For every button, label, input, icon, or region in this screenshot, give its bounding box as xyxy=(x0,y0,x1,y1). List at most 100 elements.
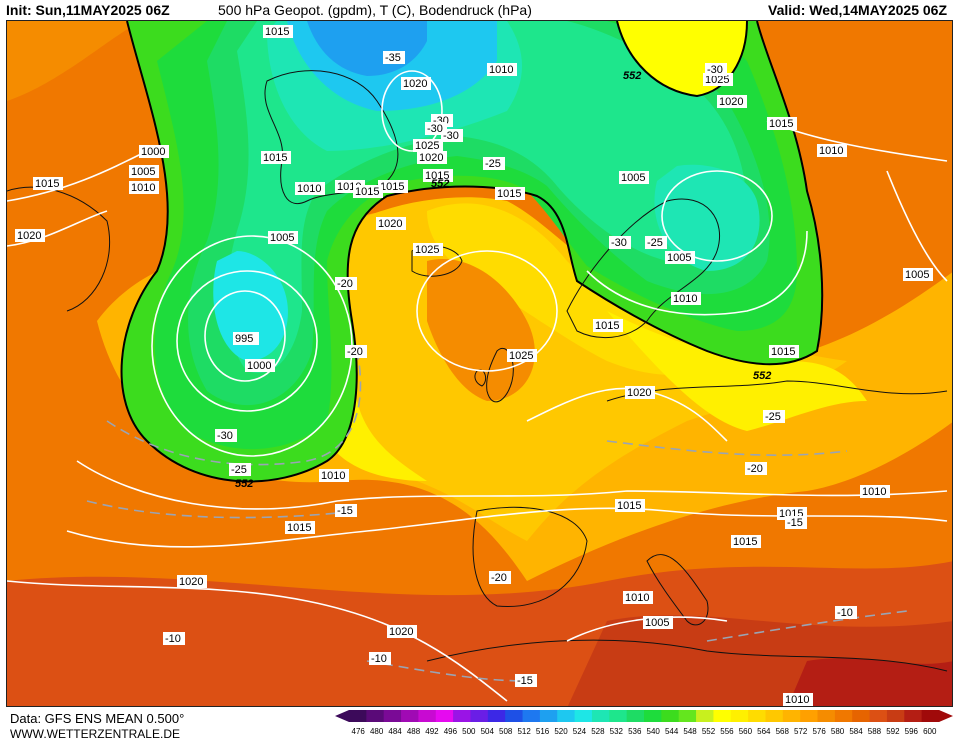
pressure-label: 1010 xyxy=(785,694,809,706)
colorbar-swatch xyxy=(834,710,853,722)
colorbar-tick-label: 528 xyxy=(591,727,605,736)
temperature-label: -30 xyxy=(427,123,443,135)
colorbar-swatch xyxy=(661,710,680,722)
isobar-1005-med xyxy=(566,616,728,642)
colorbar-tick-label: 484 xyxy=(388,727,402,736)
contour-label: 552 xyxy=(623,70,641,82)
colorbar-tick-label: 596 xyxy=(905,727,919,736)
pressure-label: 1005 xyxy=(131,166,155,178)
colorbar-tick-label: 536 xyxy=(628,727,642,736)
colorbar-swatch xyxy=(557,710,576,722)
isobar-1010-scandinavia xyxy=(586,230,808,316)
temperature-labels: -35 -30 -30 -30 -25 -30 -25 -20 -20 -30 … xyxy=(163,51,857,687)
pressure-label: 1015 xyxy=(497,188,521,200)
isobar-1000 xyxy=(176,270,318,412)
isobar-1010-south xyxy=(76,460,948,510)
colorbar-tick-label: 568 xyxy=(776,727,790,736)
pressure-label: 1020 xyxy=(378,218,402,230)
colorbar-swatch xyxy=(470,710,489,722)
colorbar-swatch xyxy=(574,710,593,722)
geopotential-ridge-core xyxy=(427,259,535,401)
init-time: Init: Sun,11MAY2025 06Z xyxy=(6,2,170,18)
isobar-995 xyxy=(204,290,286,382)
pressure-label: 1015 xyxy=(355,186,379,198)
colorbar-swatch xyxy=(696,710,714,722)
isobar-1020-west xyxy=(7,210,108,247)
colorbar-swatch xyxy=(522,710,541,722)
weather-map: 1015 1010 1025 1020 1015 1000 1005 1010 … xyxy=(6,20,953,707)
temperature-label: -10 xyxy=(371,653,387,665)
isobar-1005-scandinavia xyxy=(661,170,773,262)
pressure-label: 1000 xyxy=(247,360,271,372)
colorbar-swatch xyxy=(609,710,628,722)
temperature-label: -25 xyxy=(231,464,247,476)
colorbar-swatch xyxy=(487,710,506,722)
colorbar-swatch xyxy=(383,710,402,722)
contour-label: 552 xyxy=(431,178,449,190)
isobar-1015-south xyxy=(66,507,948,548)
isotherm-minus25-west xyxy=(106,350,362,466)
temperature-label: -15 xyxy=(517,675,533,687)
pressure-label: 1015 xyxy=(771,346,795,358)
colorbar-swatch xyxy=(748,710,766,722)
data-source: Data: GFS ENS MEAN 0.500° xyxy=(10,711,185,726)
colorbar-tick-label: 592 xyxy=(886,727,900,736)
pressure-label: 1015 xyxy=(595,320,619,332)
colorbar-tick-label: 580 xyxy=(831,727,845,736)
colorbar-tick-label: 476 xyxy=(352,727,366,736)
pressure-label: 1015 xyxy=(265,26,289,38)
geopotential-low-528-atlantic xyxy=(213,251,288,361)
temperature-label: -25 xyxy=(647,237,663,249)
colorbar-swatch xyxy=(591,710,610,722)
map-canvas: 1015 1010 1025 1020 1015 1000 1005 1010 … xyxy=(7,21,952,706)
isobar-1025-uk xyxy=(416,250,558,372)
colorbar-tick-label: 572 xyxy=(794,727,808,736)
pressure-label: 1000 xyxy=(141,146,165,158)
pressure-label: 1020 xyxy=(389,626,413,638)
colorbar: 476 480 484 488 492 496 500 504 508 512 516 520 524 5… xyxy=(335,708,955,746)
colorbar-swatch xyxy=(349,710,367,722)
isotherm-minus10-se xyxy=(706,610,908,642)
pressure-label: 1015 xyxy=(733,536,757,548)
colorbar-tick-label: 532 xyxy=(610,727,624,736)
pressure-label: 1015 xyxy=(617,500,641,512)
colorbar-tick-label: 512 xyxy=(517,727,531,736)
contour-labels: 552 552 552 552 xyxy=(235,70,771,490)
colorbar-tick-label: 492 xyxy=(425,727,439,736)
valid-time: Valid: Wed,14MAY2025 06Z xyxy=(768,2,947,18)
colorbar-tick-label: 488 xyxy=(407,727,421,736)
colorbar-tick-label: 576 xyxy=(812,727,826,736)
pressure-label: 1020 xyxy=(403,78,427,90)
pressure-label: 1025 xyxy=(415,244,439,256)
colorbar-swatch xyxy=(626,710,645,722)
temperature-label: -10 xyxy=(165,633,181,645)
coast-landmass-8 xyxy=(606,380,948,402)
geopotential-band-556-east xyxy=(607,311,867,431)
pressure-label: 1025 xyxy=(415,140,439,152)
colorbar-swatch xyxy=(782,710,801,722)
pressure-label: 1015 xyxy=(287,522,311,534)
pressure-label: 1015 xyxy=(35,178,59,190)
colorbar-tick-label: 564 xyxy=(757,727,771,736)
temperature-label: -25 xyxy=(765,411,781,423)
colorbar-tick-label: 508 xyxy=(499,727,513,736)
colorbar-swatch xyxy=(852,710,871,722)
isobars xyxy=(7,70,948,702)
isobar-1005-east xyxy=(886,170,948,282)
pressure-label: 1020 xyxy=(179,576,203,588)
temperature-label: -25 xyxy=(485,158,501,170)
pressure-label: 1005 xyxy=(645,617,669,629)
temperature-label: -15 xyxy=(337,505,353,517)
colorbar-swatch xyxy=(713,710,732,722)
temperature-label: -30 xyxy=(217,430,233,442)
pressure-label: 1015 xyxy=(263,152,287,164)
pressure-label: 1010 xyxy=(862,486,886,498)
colorbar-swatch xyxy=(817,710,836,722)
website-credit: WWW.WETTERZENTRALE.DE xyxy=(10,727,180,741)
pressure-label: 1005 xyxy=(621,172,645,184)
contour-label: 552 xyxy=(235,478,253,490)
colorbar-tick-label: 584 xyxy=(849,727,863,736)
colorbar-tick-label: 480 xyxy=(370,727,384,736)
pressure-label: 1005 xyxy=(667,252,691,264)
temperature-label: -30 xyxy=(611,237,627,249)
